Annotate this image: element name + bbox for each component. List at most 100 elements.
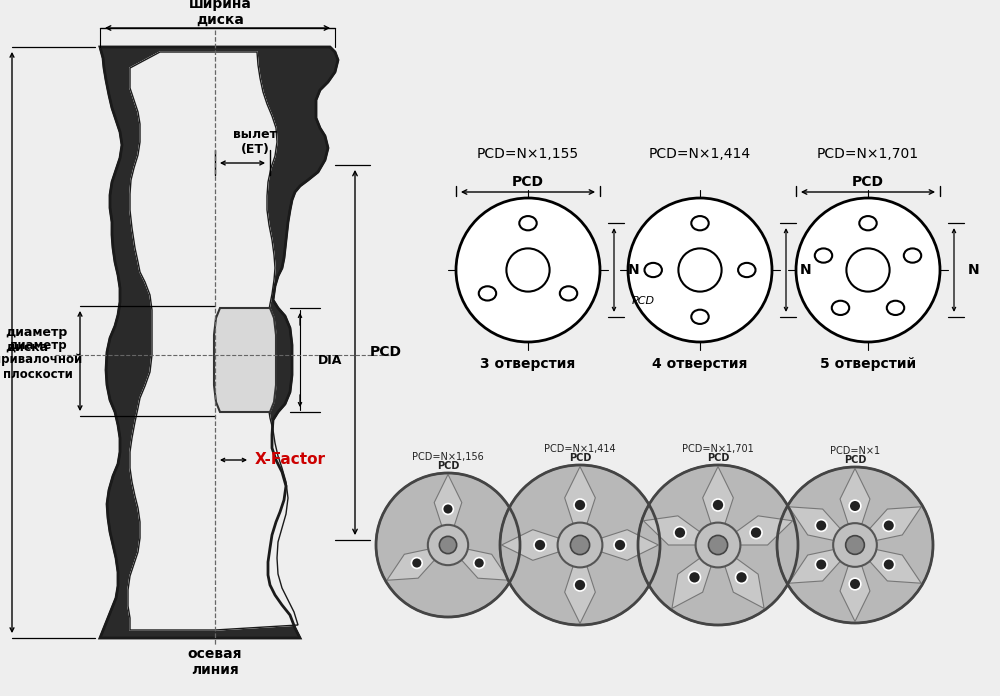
Circle shape — [849, 578, 861, 590]
Text: N: N — [800, 263, 812, 277]
Circle shape — [846, 536, 864, 554]
Text: осевая
линия: осевая линия — [188, 647, 242, 677]
Circle shape — [736, 571, 748, 583]
Circle shape — [570, 535, 590, 555]
Polygon shape — [100, 47, 338, 638]
Circle shape — [628, 198, 772, 342]
Circle shape — [474, 557, 485, 569]
Polygon shape — [789, 507, 840, 541]
Text: PCD: PCD — [631, 296, 654, 306]
Circle shape — [574, 579, 586, 591]
Polygon shape — [461, 549, 509, 580]
Polygon shape — [565, 466, 595, 523]
Polygon shape — [736, 516, 793, 545]
Ellipse shape — [644, 263, 662, 277]
Polygon shape — [565, 567, 595, 624]
Text: 3 отверстия: 3 отверстия — [480, 357, 576, 371]
Text: 4 отверстия: 4 отверстия — [652, 357, 748, 371]
Text: PCD: PCD — [512, 175, 544, 189]
Circle shape — [815, 559, 827, 570]
Circle shape — [750, 527, 762, 539]
Polygon shape — [214, 308, 276, 412]
Polygon shape — [870, 507, 921, 541]
Polygon shape — [840, 566, 870, 622]
Circle shape — [678, 248, 722, 292]
Polygon shape — [100, 47, 338, 638]
Ellipse shape — [691, 216, 709, 230]
Polygon shape — [128, 52, 298, 630]
Text: PCD: PCD — [852, 175, 884, 189]
Text: PCD: PCD — [437, 461, 459, 471]
Circle shape — [846, 248, 890, 292]
Circle shape — [638, 465, 798, 625]
Text: вылет
(ET): вылет (ET) — [233, 128, 277, 156]
Circle shape — [506, 248, 550, 292]
Circle shape — [688, 571, 700, 583]
Text: диаметр
диска: диаметр диска — [5, 326, 67, 354]
Circle shape — [411, 557, 422, 569]
Ellipse shape — [479, 286, 496, 301]
Text: DIA: DIA — [318, 354, 342, 367]
Circle shape — [558, 523, 602, 567]
Ellipse shape — [859, 216, 877, 230]
Text: X-Factor: X-Factor — [255, 452, 326, 468]
Circle shape — [777, 467, 933, 623]
Ellipse shape — [904, 248, 921, 262]
Ellipse shape — [832, 301, 849, 315]
Ellipse shape — [560, 286, 577, 301]
Polygon shape — [214, 308, 276, 412]
Text: PCD=N×1,155: PCD=N×1,155 — [477, 147, 579, 161]
Circle shape — [708, 535, 728, 555]
Text: PCD=N×1,701: PCD=N×1,701 — [817, 147, 919, 161]
Circle shape — [712, 499, 724, 511]
Polygon shape — [502, 530, 559, 560]
Circle shape — [614, 539, 626, 551]
Circle shape — [376, 473, 520, 617]
Text: PCD=N×1,156: PCD=N×1,156 — [412, 452, 484, 462]
Circle shape — [500, 465, 660, 625]
Text: PCD=N×1,414: PCD=N×1,414 — [544, 444, 616, 454]
Text: PCD: PCD — [707, 453, 729, 463]
Ellipse shape — [738, 263, 756, 277]
Polygon shape — [128, 52, 298, 630]
Circle shape — [815, 520, 827, 531]
Polygon shape — [387, 549, 435, 580]
Circle shape — [696, 523, 740, 567]
Ellipse shape — [519, 216, 537, 230]
Circle shape — [456, 198, 600, 342]
Circle shape — [833, 523, 877, 567]
Text: PCD=N×1,701: PCD=N×1,701 — [682, 444, 754, 454]
Text: N: N — [968, 263, 980, 277]
Circle shape — [796, 198, 940, 342]
Polygon shape — [725, 558, 764, 608]
Text: N: N — [628, 263, 640, 277]
Ellipse shape — [815, 248, 832, 262]
Polygon shape — [840, 468, 870, 524]
Text: ширина
диска: ширина диска — [189, 0, 251, 27]
Text: PCD: PCD — [569, 453, 591, 463]
Circle shape — [883, 559, 895, 570]
Circle shape — [883, 520, 895, 531]
Text: PCD: PCD — [370, 345, 402, 359]
Polygon shape — [601, 530, 658, 560]
Circle shape — [674, 527, 686, 539]
Ellipse shape — [691, 310, 709, 324]
Text: диаметр
привалочной
плоскости: диаметр привалочной плоскости — [0, 338, 83, 381]
Circle shape — [439, 537, 457, 553]
Polygon shape — [643, 516, 700, 545]
Circle shape — [443, 504, 453, 514]
Text: PCD: PCD — [844, 455, 866, 465]
Circle shape — [428, 525, 468, 565]
Text: 5 отверстий: 5 отверстий — [820, 357, 916, 371]
Ellipse shape — [887, 301, 904, 315]
Circle shape — [574, 499, 586, 511]
Polygon shape — [870, 550, 921, 583]
Circle shape — [534, 539, 546, 551]
Text: PCD=N×1: PCD=N×1 — [830, 446, 880, 456]
Polygon shape — [434, 475, 462, 525]
Polygon shape — [672, 558, 711, 608]
Polygon shape — [789, 550, 840, 583]
Text: PCD=N×1,414: PCD=N×1,414 — [649, 147, 751, 161]
Polygon shape — [703, 466, 733, 523]
Circle shape — [849, 500, 861, 512]
